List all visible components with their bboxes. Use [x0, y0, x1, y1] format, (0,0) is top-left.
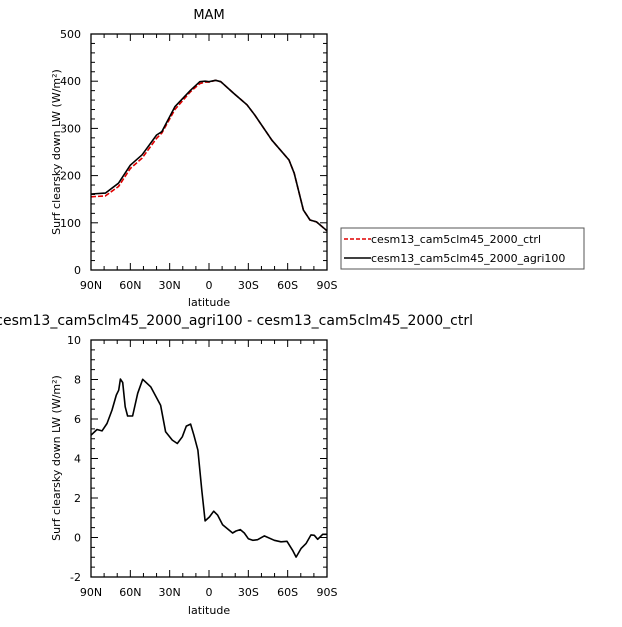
legend: cesm13_cam5clm45_2000_ctrl cesm13_cam5cl… — [340, 227, 585, 270]
x-tick-label: 90S — [317, 586, 338, 599]
top-x-axis-label: latitude — [188, 296, 230, 309]
x-tick-label: 90N — [80, 586, 102, 599]
top-plot-frame — [90, 33, 328, 271]
y-tick-label: 2 — [74, 492, 81, 505]
y-tick-label: 6 — [74, 413, 81, 426]
x-tick-label: 90N — [80, 279, 102, 292]
series-line-cesm13_cam5clm45_2000_ctrl — [90, 79, 328, 232]
bottom-x-axis-label: latitude — [188, 604, 230, 617]
x-tick-label: 90S — [317, 279, 338, 292]
x-tick-label: 30N — [159, 586, 181, 599]
series-line-difference — [90, 378, 327, 558]
x-tick-label: 60N — [119, 279, 141, 292]
bottom-plot-frame — [90, 339, 328, 578]
x-tick-label: 30S — [238, 279, 259, 292]
x-tick-label: 30N — [159, 279, 181, 292]
top-y-axis-label: Surf clearsky down LW (W/m²) — [50, 69, 63, 235]
y-tick-label: 4 — [74, 453, 81, 466]
x-tick-label: 60S — [277, 279, 298, 292]
bottom-chart-title: cesm13_cam5clm45_2000_agri100 - cesm13_c… — [0, 313, 473, 329]
bottom-plot: 90N 60N 30N 0 30S 60S 90S -2 0 2 4 6 8 10 — [67, 334, 338, 599]
x-tick-label: 60S — [277, 586, 298, 599]
y-tick-label: 300 — [60, 122, 81, 135]
x-tick-label: 60N — [119, 586, 141, 599]
legend-ctrl-label: cesm13_cam5clm45_2000_ctrl — [371, 233, 541, 246]
legend-agri100-label: cesm13_cam5clm45_2000_agri100 — [371, 252, 565, 265]
x-tick-label: 30S — [238, 586, 259, 599]
x-tick-label: 0 — [206, 586, 213, 599]
top-plot: 90N 60N 30N 0 30S 60S 90S 0 100 200 300 400 500 — [60, 28, 338, 292]
y-tick-label: 500 — [60, 28, 81, 41]
bottom-y-axis-label: Surf clearsky down LW (W/m²) — [50, 375, 63, 541]
y-tick-label: 10 — [67, 334, 81, 347]
top-chart-title: MAM — [193, 8, 224, 23]
y-tick-label: 200 — [60, 170, 81, 183]
y-tick-label: 100 — [60, 217, 81, 230]
x-tick-label: 0 — [206, 279, 213, 292]
legend-box — [340, 227, 585, 270]
y-tick-label: 8 — [74, 374, 81, 387]
y-tick-label: 400 — [60, 75, 81, 88]
series-line-cesm13_cam5clm45_2000_agri100 — [90, 79, 328, 232]
y-tick-label: 0 — [74, 532, 81, 545]
y-tick-label: 0 — [74, 264, 81, 277]
y-tick-label: -2 — [70, 571, 81, 584]
